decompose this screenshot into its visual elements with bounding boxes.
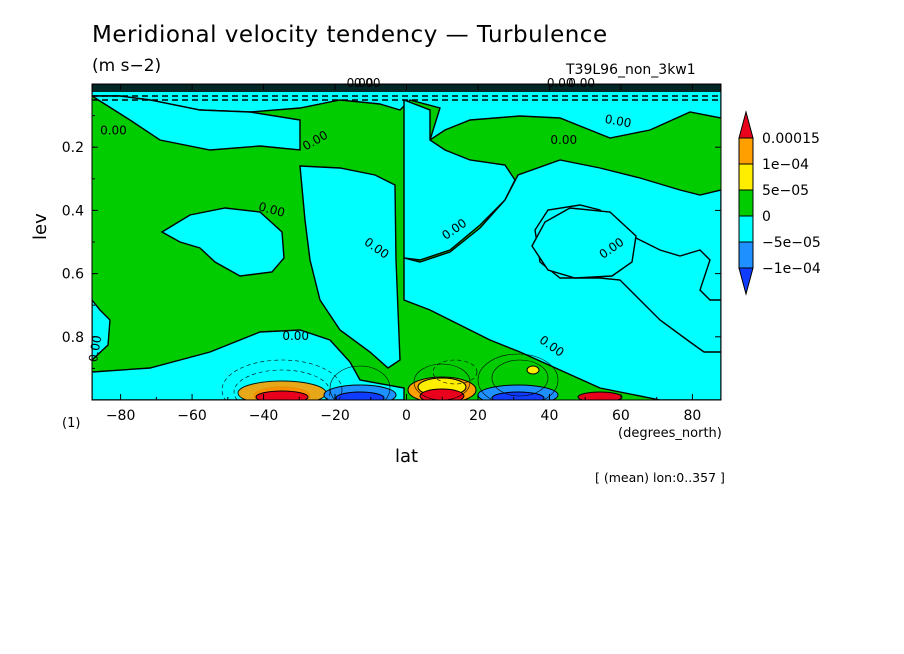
- cell-red-south-core: [255, 390, 309, 400]
- cell-darkblue-north: [491, 391, 545, 400]
- colorbar-label: −1e−04: [762, 261, 821, 277]
- run-label: T39L96_non_3kw1: [566, 62, 696, 78]
- chart-title: Meridional velocity tendency — Turbulenc…: [92, 22, 608, 48]
- colorbar: 0.00015 1e−04 5e−05 0 −5e−05 −1e−04: [738, 110, 821, 296]
- contour-field: [92, 84, 721, 400]
- contour-label: 0.00: [354, 76, 381, 90]
- y-units-label: (1): [62, 416, 81, 431]
- contour-label: 0.00: [568, 76, 595, 90]
- x-units-label: (degrees_north): [618, 426, 722, 441]
- top-noise-lines: [92, 95, 721, 101]
- x-tick-label: −20: [320, 408, 350, 424]
- region-neg-far-south: [92, 298, 111, 361]
- y-tick-label: 0.4: [62, 203, 84, 219]
- x-axis-label: lat: [395, 446, 419, 467]
- x-tick-label: 80: [683, 408, 701, 424]
- x-tick-label: 60: [612, 408, 630, 424]
- x-tick-label: 20: [469, 408, 487, 424]
- x-tick-label: −60: [177, 408, 207, 424]
- colorbar-label: 0.00015: [762, 131, 820, 147]
- contour-label: 0.00: [547, 76, 574, 90]
- contour-label: 0.00: [550, 133, 577, 147]
- cell-red-north: [419, 388, 465, 400]
- colorbar-label: −5e−05: [762, 235, 821, 251]
- contour-label: 0.00: [347, 76, 374, 90]
- footnote: [ (mean) lon:0..357 ]: [595, 470, 725, 485]
- y-tick-label: 0.8: [62, 330, 84, 346]
- y-tick-label: 0.2: [62, 140, 84, 156]
- cell-red-mid: [577, 391, 623, 400]
- colorbar-swatch: [738, 241, 754, 269]
- cell-yellow-dot: [526, 365, 540, 375]
- colorbar-swatch: [738, 189, 754, 217]
- x-tick-label: 40: [541, 408, 559, 424]
- colorbar-label: 5e−05: [762, 183, 809, 199]
- region-neg-south-oval: [160, 207, 285, 277]
- colorbar-label: 1e−04: [762, 157, 809, 173]
- thin-contours: [221, 353, 559, 400]
- x-axis: −80 −60 −40 −20 0 20 40 60 80: [106, 84, 701, 424]
- colorbar-swatch: [738, 215, 754, 243]
- x-tick-label: −80: [106, 408, 136, 424]
- colorbar-label: 0: [762, 209, 771, 225]
- colorbar-top-arrow: [738, 110, 754, 139]
- contour-label: 0.00: [257, 199, 286, 219]
- y-tick-label: 0.6: [62, 267, 84, 283]
- region-neg-south-center: [299, 165, 401, 369]
- contour-label: 0.00: [282, 329, 309, 343]
- contour-label: 0.00: [86, 334, 104, 363]
- colorbar-swatch: [738, 137, 754, 165]
- units-label: (m s−2): [92, 56, 162, 76]
- x-tick-label: −40: [249, 408, 279, 424]
- y-axis: 0.2 0.4 0.6 0.8: [62, 115, 721, 401]
- cell-darkblue-south: [335, 391, 385, 400]
- contour-label: 0.00: [604, 112, 633, 130]
- colorbar-bottom-arrow: [738, 267, 754, 296]
- region-neg-north-oval: [531, 207, 637, 279]
- region-neg-north-big: [403, 159, 721, 400]
- contour-label: 0.00: [100, 124, 127, 138]
- x-tick-label: 0: [402, 408, 411, 424]
- colorbar-swatch: [738, 163, 754, 191]
